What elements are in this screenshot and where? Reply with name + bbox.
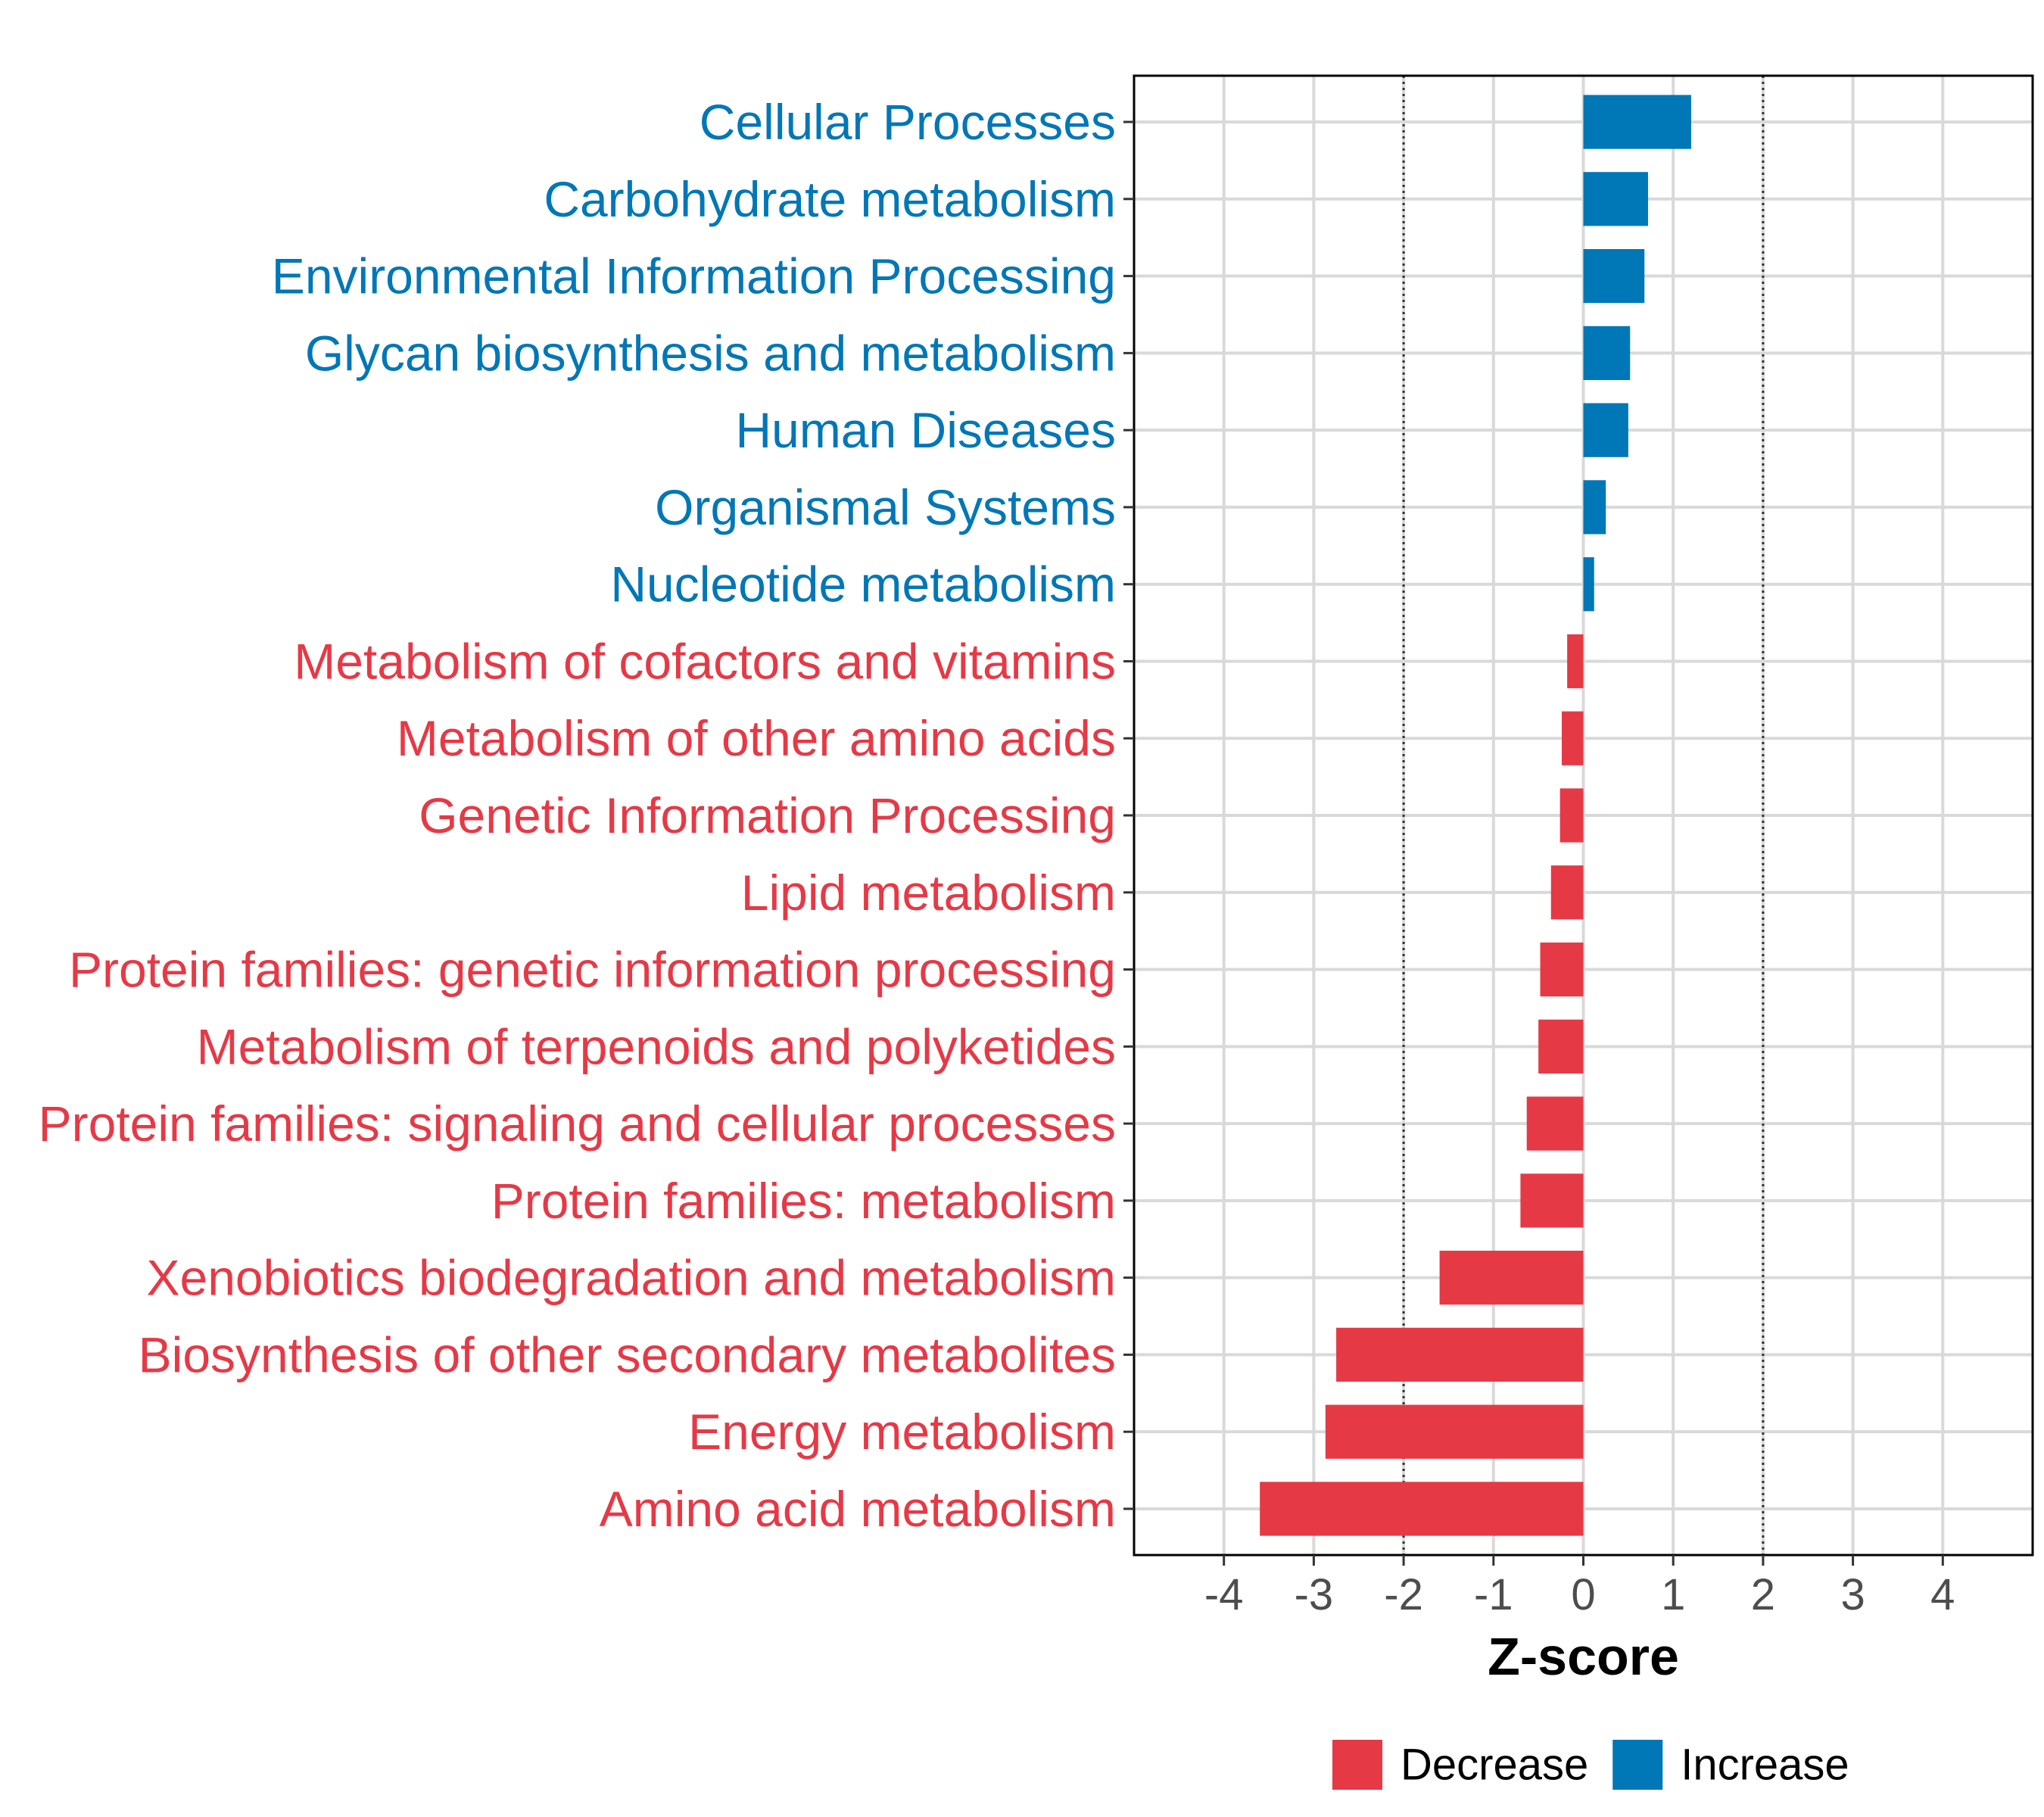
x-tick-label: 3	[1840, 1570, 1865, 1619]
bar	[1538, 1019, 1584, 1074]
category-label: Genetic Information Processing	[419, 787, 1116, 843]
bar	[1583, 403, 1628, 457]
reference-lines	[1402, 76, 1765, 1555]
bars	[1260, 95, 1691, 1536]
category-label: Metabolism of terpenoids and polyketides	[197, 1018, 1116, 1074]
category-label: Protein families: signaling and cellular…	[39, 1095, 1116, 1152]
bar	[1583, 248, 1645, 304]
category-label: Cellular Processes	[700, 94, 1116, 150]
x-tick-label: 4	[1930, 1570, 1955, 1619]
category-label: Nucleotide metabolism	[610, 556, 1116, 612]
bar	[1550, 865, 1584, 920]
category-label: Metabolism of cofactors and vitamins	[294, 633, 1116, 689]
category-labels: Cellular Processes Carbohydrate metabolis…	[39, 94, 1134, 1537]
x-tick-label: 0	[1571, 1570, 1595, 1619]
bar	[1260, 1482, 1584, 1536]
bar	[1526, 1096, 1584, 1151]
bar	[1439, 1251, 1584, 1305]
legend-label: Decrease	[1401, 1741, 1588, 1790]
bar	[1583, 480, 1606, 535]
category-label: Protein families: metabolism	[491, 1173, 1116, 1229]
bar	[1583, 95, 1691, 149]
category-label: Protein families: genetic information pr…	[69, 942, 1116, 998]
x-axis-title: Z-score	[1488, 1627, 1679, 1686]
category-label: Xenobiotics biodegradation and metabolis…	[147, 1250, 1117, 1306]
category-label: Biosynthesis of other secondary metaboli…	[139, 1326, 1116, 1382]
category-label: Metabolism of other amino acids	[397, 710, 1116, 766]
category-label: Organismal Systems	[655, 479, 1116, 535]
bar	[1562, 711, 1584, 765]
category-label: Lipid metabolism	[741, 865, 1116, 921]
bar	[1567, 634, 1584, 689]
legend-label: Increase	[1681, 1741, 1849, 1790]
category-label: Energy metabolism	[688, 1404, 1116, 1460]
category-label: Carbohydrate metabolism	[544, 171, 1116, 227]
x-tick-label: -3	[1295, 1570, 1334, 1619]
bar	[1583, 557, 1594, 612]
bar	[1583, 326, 1631, 380]
category-label: Amino acid metabolism	[600, 1481, 1116, 1537]
x-axis-ticks: -4 -3 -2 -1 0 1 2 3 4	[1204, 1555, 1955, 1619]
legend: Decrease Increase	[1332, 1740, 1849, 1790]
category-label: Environmental Information Processing	[272, 248, 1116, 304]
x-tick-label: -1	[1474, 1570, 1513, 1619]
x-tick-label: -2	[1384, 1570, 1423, 1619]
x-tick-label: 1	[1661, 1570, 1685, 1619]
x-tick-label: 2	[1751, 1570, 1775, 1619]
category-label: Glycan biosynthesis and metabolism	[305, 325, 1116, 381]
x-tick-label: -4	[1204, 1570, 1244, 1619]
category-label: Human Diseases	[735, 402, 1116, 458]
bar	[1540, 942, 1584, 997]
bar	[1336, 1327, 1584, 1382]
bar	[1559, 788, 1584, 843]
bar	[1325, 1404, 1584, 1459]
legend-swatch	[1612, 1740, 1663, 1790]
bar	[1583, 172, 1648, 226]
bar	[1520, 1173, 1584, 1228]
legend-swatch	[1332, 1740, 1382, 1790]
